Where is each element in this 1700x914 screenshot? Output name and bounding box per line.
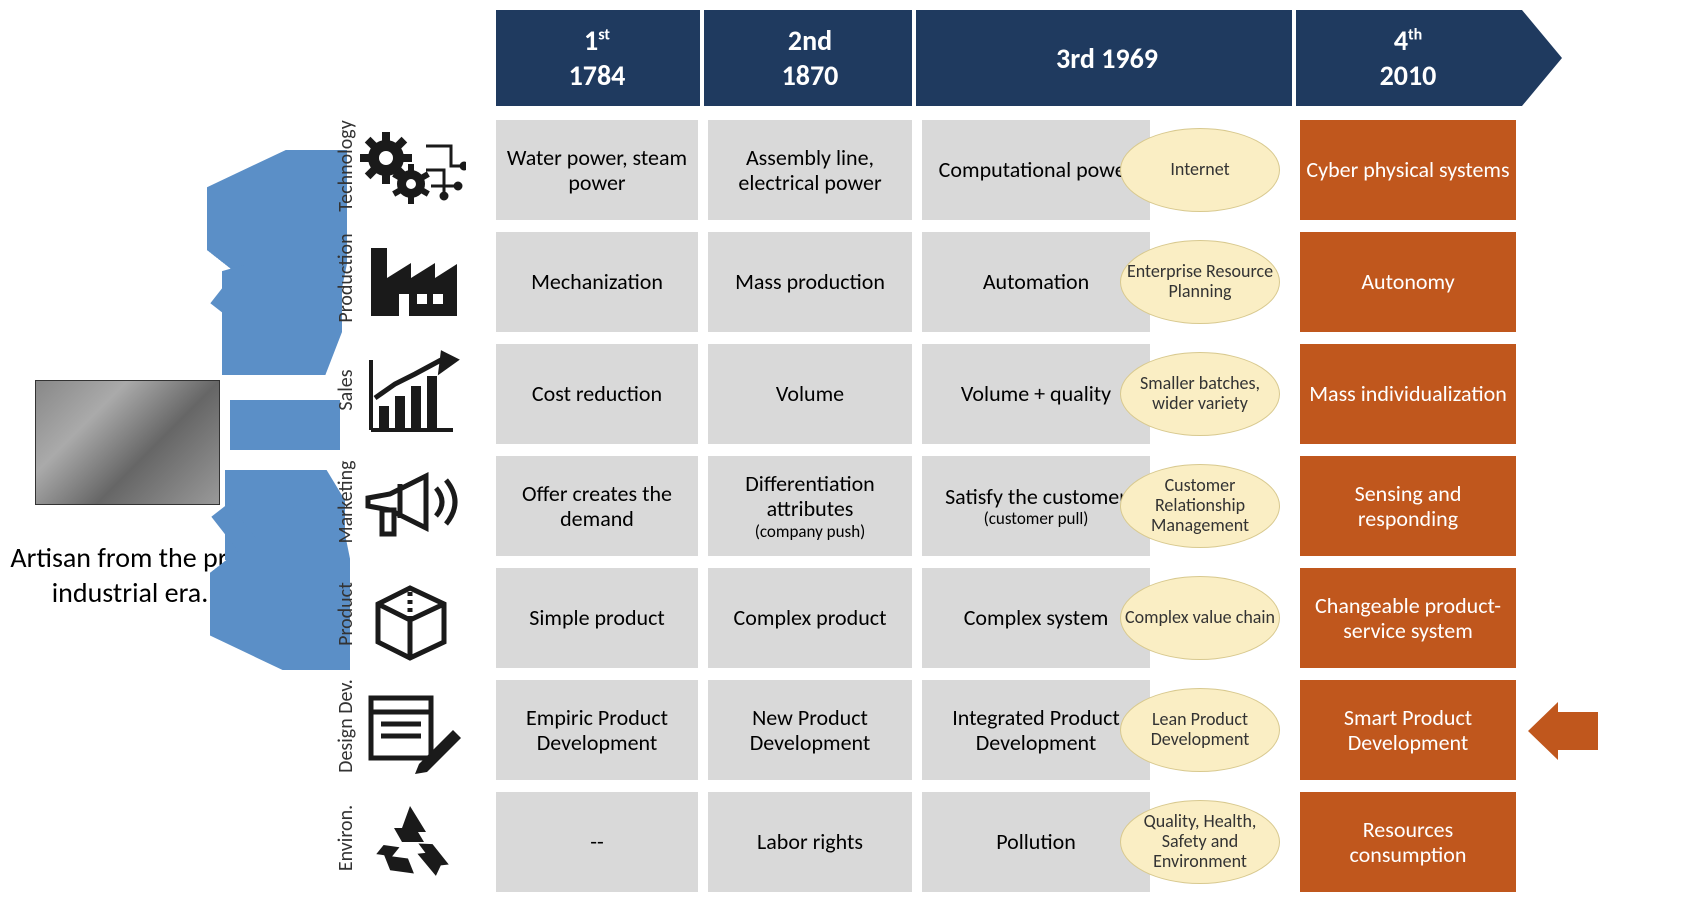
cell-1-era4: Autonomy <box>1300 232 1516 332</box>
fan-arrow-3 <box>230 400 340 450</box>
cell-4-era1: Simple product <box>496 568 698 668</box>
cell-5-era4: Smart Product Development <box>1300 680 1516 780</box>
cell-2-era1: Cost reduction <box>496 344 698 444</box>
header-era-4: 4th 2010 <box>1300 10 1516 106</box>
cell-3-era3: Satisfy the customer(customer pull) <box>922 456 1150 556</box>
factory-icon <box>352 232 470 332</box>
box-icon <box>352 568 470 668</box>
infographic-root: Artisan from the pre-industrial era. 1st… <box>0 0 1700 914</box>
cell-3-era2: Differentiation attributes(company push) <box>708 456 912 556</box>
cell-0-era4: Cyber physical systems <box>1300 120 1516 220</box>
cell-1-era1: Mechanization <box>496 232 698 332</box>
fan-arrow-2 <box>222 265 342 375</box>
artisan-image-placeholder <box>35 380 220 505</box>
ellipse-3: Customer Relationship Management <box>1120 464 1280 548</box>
cell-6-era3: Pollution <box>922 792 1150 892</box>
focus-arrow <box>1528 702 1598 760</box>
header-era-3: 3rd 1969 <box>922 10 1292 106</box>
cell-6-era1: -- <box>496 792 698 892</box>
header-3-text: 3rd 1969 <box>1056 41 1158 76</box>
header-4-sup: th <box>1408 26 1422 45</box>
header-4-num: 4 <box>1394 23 1408 58</box>
ellipse-6: Quality, Health, Safety and Environment <box>1120 800 1280 884</box>
cell-0-era3: Computational power <box>922 120 1150 220</box>
header-era-1: 1st 1784 <box>496 10 698 106</box>
recycle-icon <box>352 792 470 892</box>
gear-circuit-icon <box>352 120 470 220</box>
cell-2-era2: Volume <box>708 344 912 444</box>
header-2-year: 1870 <box>782 58 839 93</box>
ellipse-2: Smaller batches, wider variety <box>1120 352 1280 436</box>
header-4-year: 2010 <box>1380 58 1437 93</box>
ellipse-1: Enterprise Resource Planning <box>1120 240 1280 324</box>
cell-5-era2: New Product Development <box>708 680 912 780</box>
cell-0-era2: Assembly line, electrical power <box>708 120 912 220</box>
cell-2-era4: Mass individualization <box>1300 344 1516 444</box>
cell-4-era2: Complex product <box>708 568 912 668</box>
megaphone-icon <box>352 456 470 556</box>
fan-arrow-5 <box>210 500 350 670</box>
cell-5-era3: Integrated Product Development <box>922 680 1150 780</box>
ellipse-5: Lean Product Development <box>1120 688 1280 772</box>
cell-5-era1: Empiric Product Development <box>496 680 698 780</box>
cell-0-era1: Water power, steam power <box>496 120 698 220</box>
ellipse-0: Internet <box>1120 128 1280 212</box>
header-1-num: 1 <box>584 23 598 58</box>
header-1-year: 1784 <box>569 58 626 93</box>
cell-6-era2: Labor rights <box>708 792 912 892</box>
ellipse-4: Complex value chain <box>1120 576 1280 660</box>
cell-4-era3: Complex system <box>922 568 1150 668</box>
cell-1-era3: Automation <box>922 232 1150 332</box>
design-icon <box>352 680 470 780</box>
header-era-2: 2nd 1870 <box>708 10 912 106</box>
cell-1-era2: Mass production <box>708 232 912 332</box>
cell-2-era3: Volume + quality <box>922 344 1150 444</box>
cell-3-era1: Offer creates the demand <box>496 456 698 556</box>
cell-6-era4: Resources consumption <box>1300 792 1516 892</box>
growth-chart-icon <box>352 344 470 444</box>
header-1-sup: st <box>598 26 610 45</box>
header-2-num: 2nd <box>788 23 832 58</box>
cell-4-era4: Changeable product-service system <box>1300 568 1516 668</box>
cell-3-era4: Sensing and responding <box>1300 456 1516 556</box>
